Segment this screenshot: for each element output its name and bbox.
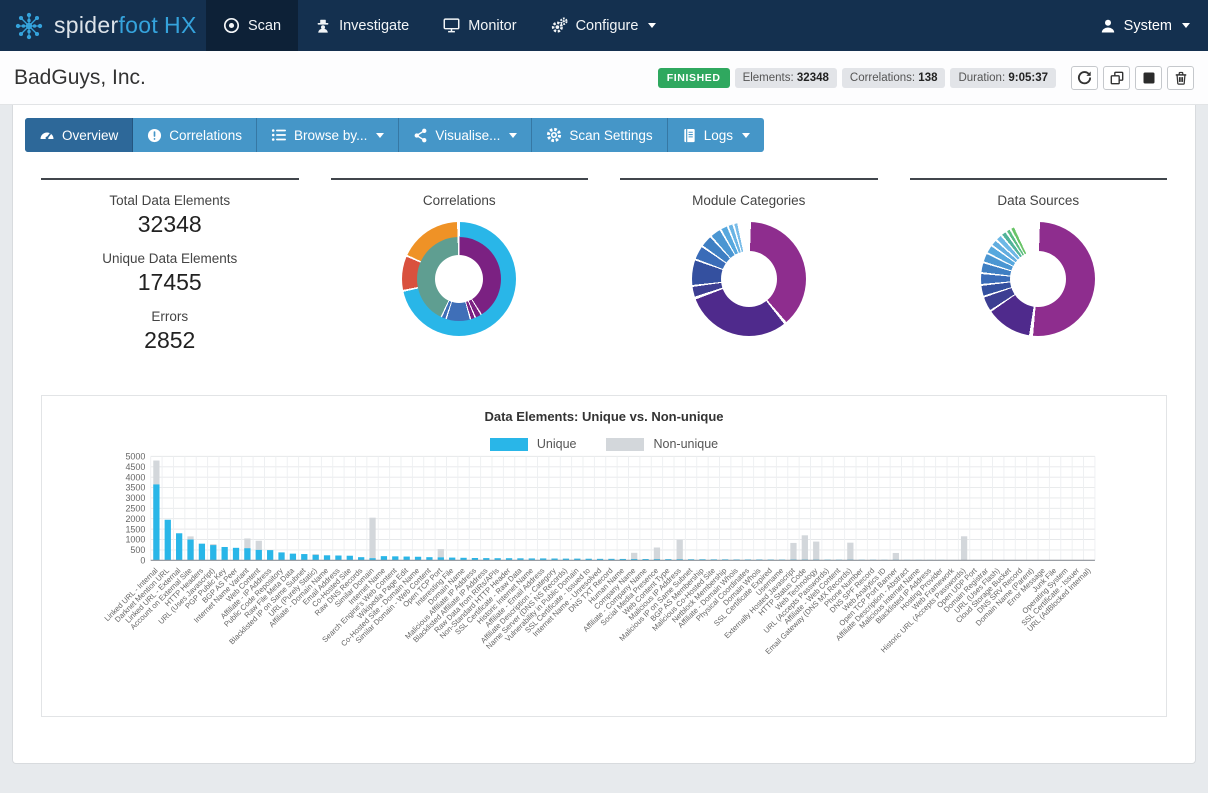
status-badge: FINISHED	[657, 67, 730, 88]
summary-panels: Total Data Elements 32348 Unique Data El…	[41, 178, 1167, 367]
nav-item-monitor[interactable]: Monitor	[426, 0, 533, 51]
chevron-down-icon	[376, 132, 385, 138]
nav-item-scan[interactable]: Scan	[206, 0, 299, 51]
gauge-icon	[40, 132, 54, 140]
chart-legend: Unique Non-unique	[52, 437, 1156, 451]
stat-label: Unique Data Elements	[102, 251, 238, 266]
svg-text:3000: 3000	[125, 493, 145, 503]
legend-item-unique[interactable]: Unique	[489, 437, 576, 451]
page-title: BadGuys, Inc.	[14, 65, 146, 89]
bar-chart: 0500100015002000250030003500400045005000…	[103, 452, 1096, 656]
stat-value: 2852	[144, 327, 196, 353]
trash-icon	[1175, 71, 1186, 85]
tab-browse-by[interactable]: Browse by...	[257, 118, 400, 152]
brand[interactable]: spiderfoot HX	[0, 0, 206, 51]
refresh-button[interactable]	[1071, 65, 1098, 90]
nav-item-investigate[interactable]: Investigate	[298, 0, 426, 51]
correlations-donut-chart	[402, 222, 517, 336]
gear-icon	[547, 127, 562, 143]
stat-label: Errors	[151, 309, 189, 324]
refresh-icon	[1077, 71, 1092, 85]
monitor-icon	[443, 18, 460, 33]
stat-label: Total Data Elements	[109, 193, 231, 208]
nav-item-configure[interactable]: Configure	[534, 0, 674, 51]
system-menu[interactable]: System	[1082, 0, 1208, 51]
tab-overview[interactable]: Overview	[25, 118, 134, 152]
target-icon	[223, 17, 240, 34]
svg-text:4000: 4000	[125, 472, 145, 482]
svg-text:5000: 5000	[125, 452, 145, 462]
gears-icon	[551, 17, 568, 33]
data-sources-donut-panel: Data Sources	[909, 178, 1167, 367]
tab-visualise[interactable]: Visualise...	[399, 118, 533, 152]
alert-circle-icon	[148, 128, 162, 142]
nonunique-swatch	[606, 437, 645, 451]
svg-text:1000: 1000	[125, 535, 145, 545]
chevron-down-icon	[648, 23, 657, 28]
unique-swatch	[489, 437, 528, 451]
data-elements-chart-panel: Data Elements: Unique vs. Non-unique Uni…	[41, 395, 1167, 717]
user-icon	[1101, 19, 1114, 32]
stop-button[interactable]	[1135, 65, 1162, 90]
tab-logs[interactable]: Logs	[668, 118, 764, 152]
share-icon	[414, 128, 427, 142]
chart-title: Data Elements: Unique vs. Non-unique	[484, 409, 724, 424]
main-menu: Scan Investigate Monitor Configure	[206, 0, 673, 51]
delete-button[interactable]	[1167, 65, 1194, 90]
tabbar: Overview Correlations Browse by... Visua…	[25, 118, 764, 152]
tab-scan-settings[interactable]: Scan Settings	[532, 118, 668, 152]
tab-correlations[interactable]: Correlations	[133, 118, 258, 152]
page-header: BadGuys, Inc. FINISHED Elements: 32348 C…	[0, 51, 1208, 105]
chevron-down-icon	[1182, 23, 1190, 28]
svg-text:2000: 2000	[125, 514, 145, 524]
clone-icon	[1110, 71, 1123, 84]
stop-icon	[1143, 72, 1154, 83]
svg-text:4500: 4500	[125, 462, 145, 472]
legend-item-nonunique[interactable]: Non-unique	[606, 437, 718, 451]
clone-button[interactable]	[1103, 65, 1130, 90]
chevron-down-icon	[741, 132, 750, 138]
svg-text:500: 500	[130, 545, 145, 555]
stats-panel: Total Data Elements 32348 Unique Data El…	[41, 178, 299, 367]
stat-value: 32348	[137, 211, 202, 237]
spiderfoot-logo-icon	[15, 12, 43, 39]
svg-text:2500: 2500	[125, 503, 145, 513]
journal-icon	[684, 128, 695, 142]
svg-text:1500: 1500	[125, 524, 145, 534]
scan-overview-card: Overview Correlations Browse by... Visua…	[12, 105, 1196, 764]
svg-text:0: 0	[140, 555, 145, 565]
scan-action-buttons	[1071, 65, 1194, 90]
svg-text:3500: 3500	[125, 483, 145, 493]
top-navbar: spiderfoot HX Scan Investigate Monitor Co…	[0, 0, 1208, 51]
elements-badge: Elements: 32348	[734, 67, 837, 88]
brand-text: spiderfoot HX	[54, 12, 197, 38]
list-icon	[271, 129, 287, 141]
correlations-donut-panel: Correlations	[330, 178, 588, 367]
module-categories-donut-chart	[691, 222, 806, 336]
module-categories-donut-panel: Module Categories	[620, 178, 878, 367]
detective-icon	[317, 19, 329, 33]
data-sources-donut-chart	[981, 222, 1096, 336]
duration-badge: Duration: 9:05:37	[950, 67, 1056, 88]
correlations-badge: Correlations: 138	[841, 67, 946, 88]
stat-value: 17455	[137, 269, 202, 295]
chevron-down-icon	[509, 132, 518, 138]
